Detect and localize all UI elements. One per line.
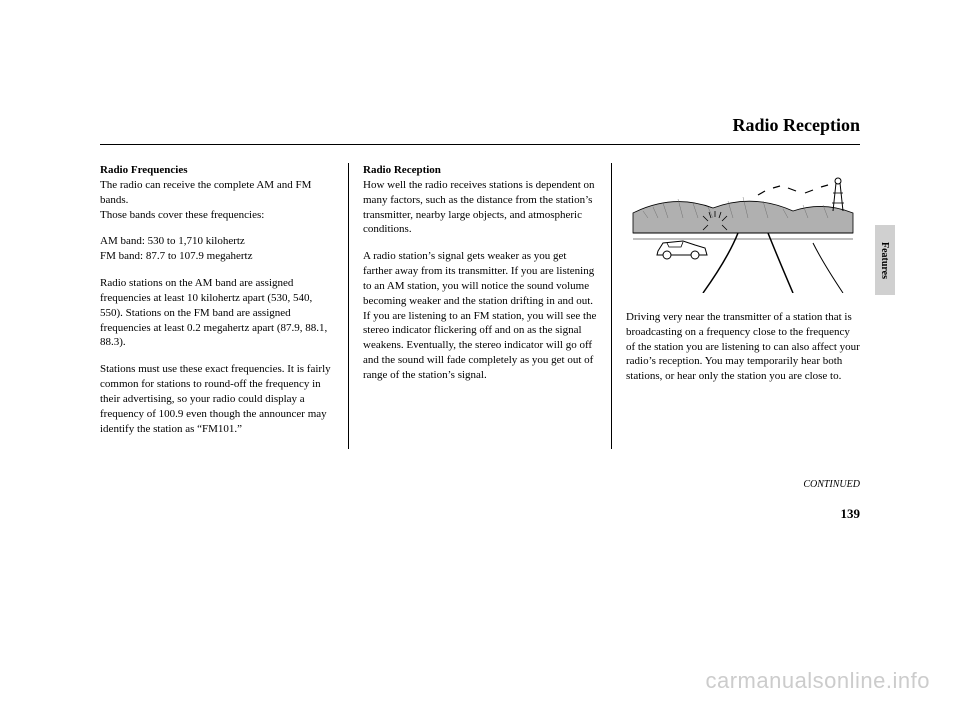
watermark: carmanualsonline.info: [705, 668, 930, 694]
page-number: 139: [100, 506, 860, 522]
col1-p3: AM band: 530 to 1,710 kilohertz: [100, 235, 245, 247]
col1-block2: AM band: 530 to 1,710 kilohertz FM band:…: [100, 234, 334, 264]
col1-p4: FM band: 87.7 to 107.9 megahertz: [100, 250, 252, 262]
column-2: Radio Reception How well the radio recei…: [349, 163, 611, 449]
section-tab: Features: [875, 225, 895, 295]
col1-title: Radio Frequencies: [100, 164, 188, 176]
radio-reception-illustration: [626, 163, 860, 293]
col2-block1: Radio Reception How well the radio recei…: [363, 163, 597, 237]
column-3: Driving very near the transmitter of a s…: [612, 163, 860, 449]
col1-p2: Those bands cover these frequen­cies:: [100, 209, 264, 221]
col2-p2: A radio station’s signal gets weaker as …: [363, 249, 597, 383]
text-columns: Radio Frequencies The radio can receive …: [100, 163, 860, 449]
column-1: Radio Frequencies The radio can receive …: [100, 163, 348, 449]
page-title: Radio Reception: [100, 115, 860, 136]
col3-p1: Driving very near the transmitter of a s…: [626, 310, 860, 384]
col2-p1: How well the radio receives stations is …: [363, 179, 595, 236]
col1-p5: Radio stations on the AM band are assign…: [100, 276, 334, 350]
col2-title: Radio Reception: [363, 164, 441, 176]
col1-block1: Radio Frequencies The radio can receive …: [100, 163, 334, 222]
page-content: Radio Reception Radio Frequencies The ra…: [100, 115, 860, 522]
section-tab-label: Features: [880, 241, 891, 278]
col1-p1: The radio can receive the complete AM an…: [100, 179, 311, 206]
continued-label: CONTINUED: [100, 479, 860, 490]
col1-p6: Stations must use these exact frequencie…: [100, 362, 334, 436]
header-divider: [100, 144, 860, 145]
